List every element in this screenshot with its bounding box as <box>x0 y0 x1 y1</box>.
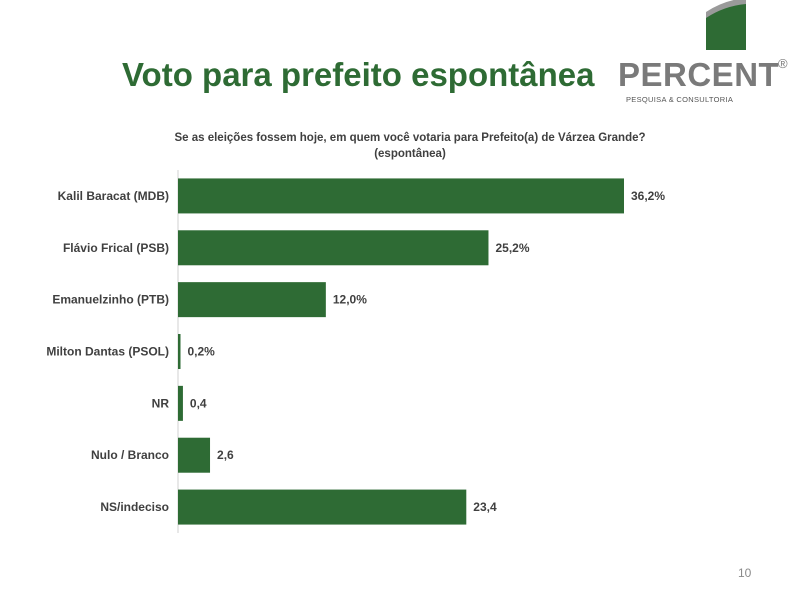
category-label: Nulo / Branco <box>91 448 169 462</box>
bar <box>178 334 181 369</box>
slide-title: Voto para prefeito espontânea <box>122 56 595 93</box>
chart-subtitle: (espontânea) <box>374 148 446 160</box>
data-label: 12,0% <box>333 293 367 307</box>
data-label: 0,2% <box>188 345 216 359</box>
chart-title: Se as eleições fossem hoje, em quem você… <box>174 132 646 144</box>
chart-title-block: Se as eleições fossem hoje, em quem você… <box>60 130 760 162</box>
data-label: 2,6 <box>217 448 234 462</box>
page-number: 10 <box>738 566 752 580</box>
data-label: 25,2% <box>495 241 529 255</box>
logo-registered-mark: ® <box>778 56 788 71</box>
bar <box>178 489 467 525</box>
data-label: 0,4 <box>190 396 207 410</box>
logo-mark-icon <box>706 0 746 50</box>
category-label: Kalil Baracat (MDB) <box>58 189 169 203</box>
category-label: Emanuelzinho (PTB) <box>52 293 169 307</box>
data-label: 36,2% <box>631 189 665 203</box>
category-label: Milton Dantas (PSOL) <box>46 345 169 359</box>
logo-wordmark: PERCENT <box>618 56 780 93</box>
bar <box>178 437 211 473</box>
bar <box>178 385 183 421</box>
percent-logo: PERCENT ® PESQUISA & CONSULTORIA <box>614 0 796 106</box>
category-label: NS/indeciso <box>100 500 169 514</box>
bar <box>178 178 624 214</box>
logo-tagline: PESQUISA & CONSULTORIA <box>626 95 734 104</box>
bar <box>178 282 326 318</box>
category-label: NR <box>152 396 170 410</box>
data-label: 23,4 <box>473 500 497 514</box>
bar <box>178 230 489 266</box>
category-label: Flávio Frical (PSB) <box>63 241 169 255</box>
